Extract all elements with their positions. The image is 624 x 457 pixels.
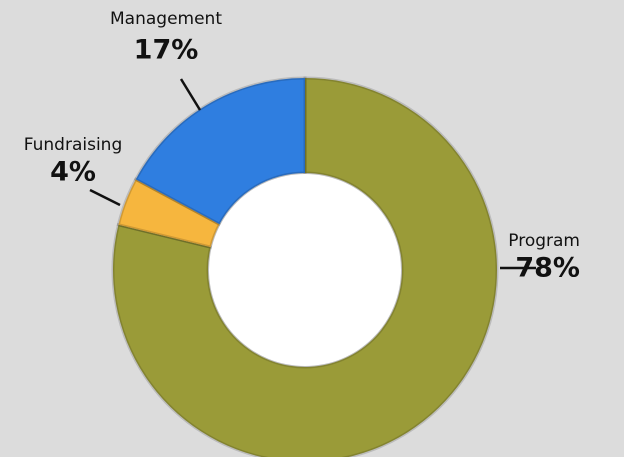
category-label: Fundraising: [24, 135, 122, 155]
category-label: Program: [508, 231, 580, 251]
value-label: 17%: [134, 35, 199, 66]
value-label: 78%: [515, 253, 580, 284]
donut-segment: [111, 76, 499, 457]
leader-line: [89, 188, 121, 207]
donut-segment: [116, 177, 222, 249]
leader-line: [179, 78, 202, 111]
donut-hole: [209, 174, 401, 366]
category-label: Management: [110, 9, 222, 29]
value-label: 4%: [50, 157, 96, 188]
donut-segment: [133, 76, 307, 227]
